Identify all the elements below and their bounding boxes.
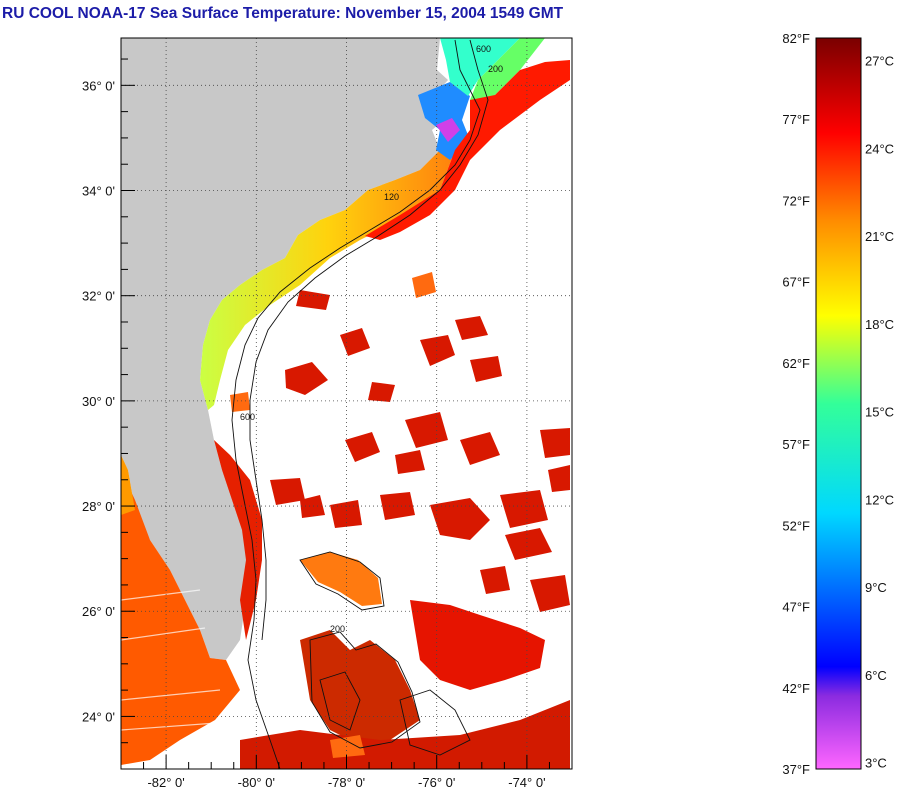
- lat-tick-label-3: 30° 0': [82, 394, 115, 409]
- colorbar-celsius-labels: 27°C 24°C 21°C 18°C 15°C 12°C 9°C 6°C 3°C: [865, 54, 894, 771]
- shelf-cool-water: [440, 38, 520, 96]
- colorbar-c-label-7: 6°C: [865, 668, 887, 683]
- colorbar-c-label-6: 9°C: [865, 580, 887, 595]
- contour-value-labels: 600 200 120 600 200: [240, 44, 503, 634]
- florida-east-warm: [214, 440, 262, 640]
- bathymetry-contours: [231, 39, 489, 769]
- open-ocean-patches: [270, 290, 570, 612]
- colorbar-c-label-3: 18°C: [865, 317, 894, 332]
- page-title: RU COOL NOAA-17 Sea Surface Temperature:…: [2, 5, 564, 22]
- lat-tick-label-0: 24° 0': [82, 709, 115, 724]
- colorbar: 82°F 77°F 72°F 67°F 62°F 57°F 52°F 47°F 42°F 37°F…: [782, 31, 894, 777]
- longitude-axis: -82° 0' -80° 0' -78° 0' -76° 0' -74° 0': [120, 755, 573, 790]
- map-border: [120, 37, 573, 770]
- gulf-orange-top: [121, 455, 135, 515]
- lon-tick-label-4: -74° 0': [508, 775, 545, 790]
- colorbar-c-label-2: 21°C: [865, 229, 894, 244]
- contour-label-4: 600: [240, 412, 255, 422]
- colorbar-f-label-1: 77°F: [782, 112, 810, 127]
- coastal-water-band: [200, 150, 455, 410]
- colorbar-c-label-4: 15°C: [865, 405, 894, 420]
- lon-tick-label-0: -82° 0': [147, 775, 184, 790]
- colorbar-f-label-0: 82°F: [782, 31, 810, 46]
- latitude-axis: 24° 0' 26° 0' 28° 0' 30° 0' 32° 0' 34° 0' 36° …: [82, 58, 135, 770]
- gulf-stream: [365, 60, 570, 240]
- contour-label-2: 200: [488, 64, 503, 74]
- sound-magenta-patch: [436, 118, 460, 142]
- colorbar-f-label-9: 37°F: [782, 762, 810, 777]
- cloud-streaks: [121, 589, 231, 731]
- southeast-warm-patch: [410, 600, 545, 690]
- shelf-green-water: [470, 38, 545, 110]
- colorbar-gradient: [815, 37, 862, 770]
- colorbar-c-label-8: 3°C: [865, 756, 887, 771]
- contour-label-3: 120: [384, 192, 399, 202]
- contour-label-5: 200: [330, 624, 345, 634]
- lat-tick-label-1: 26° 0': [82, 604, 115, 619]
- colorbar-fahrenheit-labels: 82°F 77°F 72°F 67°F 62°F 57°F 52°F 47°F 42°F 37°F: [782, 31, 810, 777]
- colorbar-f-label-4: 62°F: [782, 356, 810, 371]
- lat-tick-label-4: 32° 0': [82, 289, 115, 304]
- colorbar-f-label-7: 47°F: [782, 600, 810, 615]
- colorbar-f-label-5: 57°F: [782, 437, 810, 452]
- lat-tick-label-2: 28° 0': [82, 499, 115, 514]
- colorbar-f-label-3: 67°F: [782, 275, 810, 290]
- lat-tick-label-6: 36° 0': [82, 78, 115, 93]
- colorbar-f-label-6: 52°F: [782, 518, 810, 533]
- lon-tick-label-2: -78° 0': [328, 775, 365, 790]
- colorbar-f-label-2: 72°F: [782, 193, 810, 208]
- colorbar-c-label-1: 24°C: [865, 141, 894, 156]
- contour-label-1: 600: [476, 44, 491, 54]
- colorbar-f-label-8: 42°F: [782, 681, 810, 696]
- bottom-warm-strip: [240, 700, 570, 769]
- lon-tick-label-1: -80° 0': [238, 775, 275, 790]
- land-southeast-us: [121, 38, 448, 660]
- sound-cold-water: [418, 82, 470, 160]
- lat-tick-label-5: 34° 0': [82, 184, 115, 199]
- colorbar-c-label-0: 27°C: [865, 54, 894, 69]
- open-ocean-orange-patches: [230, 272, 436, 758]
- bahamas-bank-warm: [300, 552, 382, 606]
- lon-tick-label-3: -76° 0': [418, 775, 455, 790]
- colorbar-c-label-5: 12°C: [865, 492, 894, 507]
